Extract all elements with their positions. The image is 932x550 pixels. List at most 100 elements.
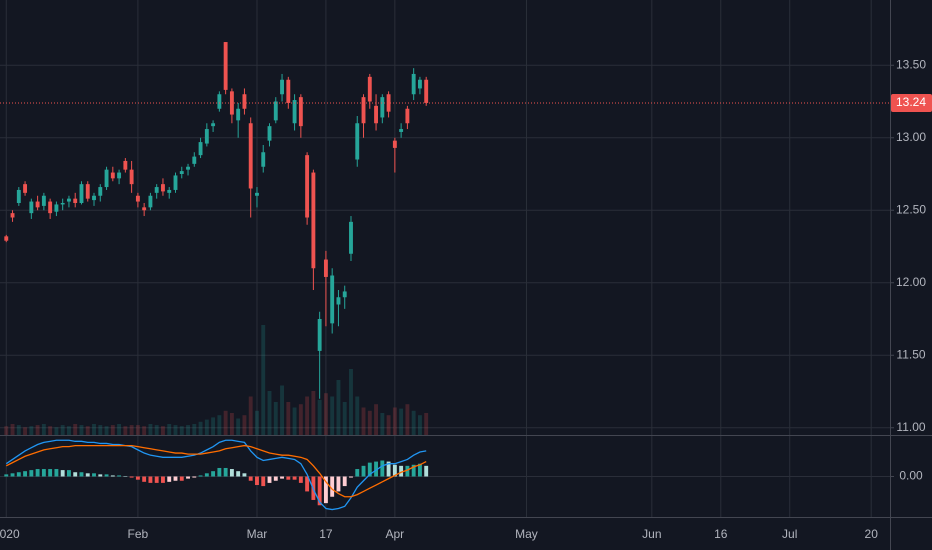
x-tick-label: 17: [319, 527, 333, 541]
candle-body: [311, 172, 316, 269]
volume-bar: [186, 425, 190, 435]
candle-body: [323, 259, 328, 277]
histogram-bar: [323, 476, 328, 504]
histogram-bar: [4, 474, 9, 477]
histogram-bar: [148, 476, 153, 483]
candle-body: [367, 76, 372, 102]
histogram-bar: [154, 476, 159, 483]
candle-body: [236, 108, 241, 121]
x-tick-label: 20: [865, 527, 879, 541]
volume-bar: [104, 426, 109, 435]
histogram-bar: [380, 460, 385, 477]
candle-body: [280, 79, 284, 95]
histogram-bar: [73, 472, 78, 477]
volume-bar: [10, 424, 15, 435]
histogram-bar: [117, 475, 122, 477]
volume-bar: [305, 396, 310, 435]
candle-body: [35, 201, 40, 208]
histogram-bar: [192, 476, 197, 478]
candle-body: [173, 175, 178, 190]
histogram-bar: [349, 476, 353, 478]
volume-bar: [16, 425, 21, 435]
histogram-bar: [280, 476, 284, 479]
volume-bar: [142, 426, 147, 435]
histogram-bar: [211, 471, 216, 477]
histogram-bar: [305, 476, 310, 492]
candle-body: [67, 198, 71, 202]
volume-bar: [417, 415, 422, 435]
candle-body: [41, 195, 46, 206]
candle-body: [267, 126, 272, 141]
candle-body: [60, 203, 65, 205]
volume-bar: [399, 408, 404, 435]
histogram-bar: [60, 470, 65, 477]
volume-bar: [73, 424, 78, 435]
candle-body: [298, 97, 303, 127]
volume-bar: [161, 426, 165, 435]
volume-bar: [135, 425, 140, 435]
histogram-bar: [98, 474, 103, 477]
candle-body: [273, 101, 278, 121]
volume-bar: [148, 424, 153, 435]
candle-body: [405, 108, 410, 124]
candle-body: [48, 201, 53, 214]
candle-body: [4, 236, 9, 241]
candle-body: [380, 97, 385, 118]
candle-body: [392, 140, 397, 148]
macd-line: [5, 439, 427, 511]
histogram-bar: [223, 467, 228, 477]
candle-body: [104, 169, 109, 188]
volume-bar: [374, 404, 378, 435]
candle-body: [79, 184, 84, 203]
candle-body: [161, 184, 165, 192]
volume-bar: [204, 419, 209, 435]
volume-bar: [392, 407, 397, 435]
volume-bar: [361, 407, 366, 435]
histogram-bar: [217, 467, 222, 477]
histogram-bar: [417, 463, 422, 477]
histogram-bar: [386, 461, 391, 477]
histogram-bar: [41, 469, 46, 477]
candle-body: [349, 221, 353, 254]
histogram-bar: [79, 472, 84, 477]
volume-bar: [4, 426, 9, 435]
volume-bar: [349, 369, 353, 435]
candle-body: [386, 94, 391, 112]
volume-bar: [298, 404, 303, 435]
volume-bar: [405, 404, 410, 435]
histogram-bar: [317, 476, 322, 506]
candle-body: [217, 94, 222, 109]
volume-bar: [229, 413, 234, 435]
y-tick-label: 13.50: [896, 57, 926, 71]
volume-bar: [123, 426, 128, 435]
volume-bar: [48, 426, 53, 435]
candle-body: [154, 187, 159, 193]
histogram-bar: [167, 476, 172, 482]
volume-bar: [79, 425, 84, 435]
candle-body: [255, 192, 259, 196]
candle-body: [54, 204, 59, 212]
volume-bar: [154, 425, 159, 435]
histogram-bar: [104, 474, 109, 477]
volume-bar: [173, 425, 178, 435]
volume-bar: [386, 415, 391, 435]
histogram-bar: [399, 465, 404, 477]
y-tick-label: 12.00: [896, 275, 926, 289]
volume-bar: [411, 410, 416, 435]
volume-bar: [280, 385, 284, 435]
volume-bar: [255, 410, 259, 435]
volume-bar: [92, 424, 96, 435]
candle-body: [399, 129, 404, 132]
volume-bar: [261, 325, 266, 435]
x-tick-label: May: [515, 527, 538, 541]
histogram-bar: [173, 476, 178, 481]
x-tick-label: Mar: [247, 527, 268, 541]
candle-body: [292, 100, 297, 124]
histogram-bar: [242, 473, 247, 477]
candle-body: [167, 189, 172, 193]
histogram-bar: [336, 476, 341, 492]
histogram-bar: [16, 472, 21, 477]
candle-body: [342, 291, 347, 298]
candle-body: [330, 275, 335, 324]
